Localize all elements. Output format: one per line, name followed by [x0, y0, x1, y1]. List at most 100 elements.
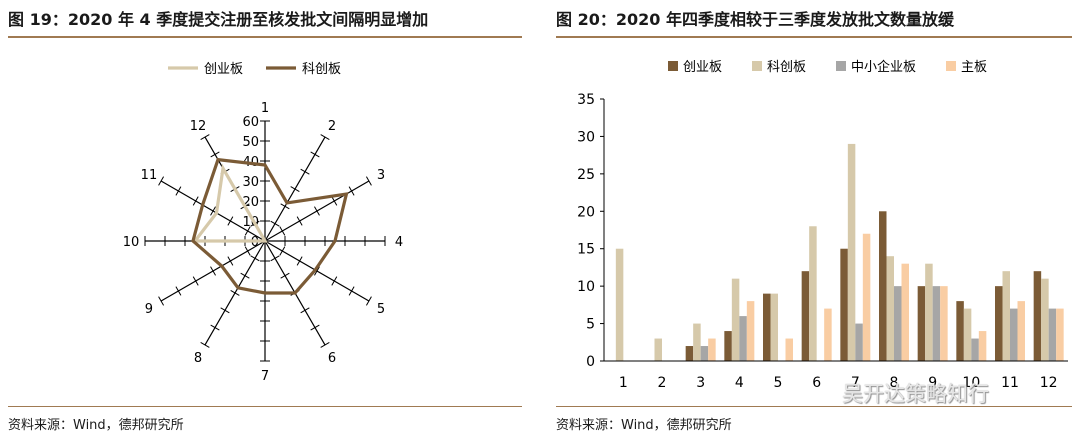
radar-tick-mark	[348, 186, 355, 196]
bar-创业板-5	[763, 293, 771, 361]
bar-主板-4	[746, 301, 755, 361]
right-source-note: 资料来源：Wind，德邦研究所	[556, 418, 732, 433]
radar-tick-mark	[310, 324, 320, 331]
right-source-rule	[556, 406, 1072, 407]
x-tick-label: 1	[619, 375, 628, 391]
bar-科创板-2	[654, 338, 662, 361]
radar-series-科创板	[191, 157, 349, 295]
radar-tick-mark	[314, 266, 320, 276]
radar-category-label: 10	[123, 235, 140, 250]
radar-tick-mark	[296, 216, 303, 226]
radar-series-创业板	[191, 163, 268, 243]
radar-value-tick-label: 60	[242, 115, 259, 130]
bar-科创板-6	[809, 226, 817, 361]
x-tick-label: 3	[696, 375, 705, 391]
bar-中小企业板-7	[855, 323, 863, 361]
legend-label: 中小企业板	[851, 59, 916, 75]
radar-tick-mark	[227, 256, 234, 266]
legend-swatch	[668, 61, 678, 71]
radar-tick-mark	[175, 286, 182, 296]
bar-创业板-9	[917, 286, 926, 361]
radar-tick-mark	[310, 151, 320, 158]
x-tick-label: 12	[1040, 375, 1058, 391]
x-tick-label: 8	[890, 375, 899, 391]
radar-tick-mark	[244, 226, 251, 236]
bar-中小企业板-8	[894, 286, 902, 361]
right-chart-title: 图 20：2020 年四季度相较于三季度发放批文数量放缓	[556, 10, 954, 29]
bar-中小企业板-9	[932, 286, 941, 361]
radar-tick-mark	[210, 206, 216, 216]
legend-label: 主板	[961, 60, 987, 75]
bar-中小企业板-11	[1010, 308, 1018, 361]
radar-tick-mark	[192, 276, 199, 286]
bar-创业板-3	[685, 346, 694, 361]
left-source-rule	[8, 406, 522, 407]
radar-tick-mark	[200, 341, 210, 348]
radar-category-label: 5	[377, 302, 385, 317]
legend-label: 创业板	[204, 62, 243, 77]
bar-科创板-8	[886, 256, 894, 361]
radar-tick-mark	[210, 324, 220, 331]
bar-中小企业板-10	[971, 338, 979, 361]
bar-主板-12	[1056, 308, 1064, 361]
radar-category-label: 6	[328, 351, 336, 366]
bar-创业板-10	[956, 301, 964, 361]
bar-主板-7	[862, 233, 871, 361]
radar-tick-mark	[175, 186, 182, 196]
bar-科创板-10	[963, 308, 972, 361]
bar-创业板-8	[879, 211, 887, 361]
radar-tick-mark	[320, 134, 330, 141]
y-tick-label: 0	[586, 354, 595, 370]
legend-swatch	[946, 61, 956, 71]
radar-tick-mark	[250, 255, 260, 262]
bar-科创板-4	[731, 278, 740, 361]
legend-swatch	[752, 61, 762, 71]
radar-tick-mark	[279, 226, 286, 236]
bar-主板-10	[978, 331, 987, 361]
radar-tick-mark	[158, 296, 165, 306]
radar-tick-mark	[270, 255, 280, 262]
y-tick-label: 10	[577, 279, 595, 295]
radar-tick-mark	[365, 296, 372, 306]
legend-label: 科创板	[302, 62, 341, 77]
bar-主板-11	[1017, 301, 1025, 361]
bar-创业板-12	[1033, 271, 1042, 361]
radar-tick-mark	[210, 151, 220, 158]
bar-科创板-7	[847, 143, 856, 361]
radar-tick-mark	[331, 196, 338, 206]
bar-创业板-4	[724, 331, 732, 361]
radar-tick-mark	[227, 216, 234, 226]
y-tick-label: 30	[577, 129, 595, 145]
left-chart-title: 图 19：2020 年 4 季度提交注册至核发批文间隔明显增加	[8, 10, 429, 29]
radar-tick-mark	[300, 168, 310, 175]
legend-label: 科创板	[767, 60, 806, 75]
y-tick-label: 35	[577, 92, 595, 108]
radar-category-label: 11	[141, 168, 158, 183]
x-tick-label: 11	[1001, 375, 1019, 391]
bar-主板-8	[901, 263, 909, 361]
bar-创业板-11	[995, 286, 1003, 361]
bar-科创板-5	[770, 293, 778, 361]
y-tick-label: 25	[577, 167, 595, 183]
radar-tick-mark	[244, 246, 251, 256]
bar-科创板-9	[925, 263, 933, 361]
radar-tick-mark	[296, 256, 303, 266]
bar-创业板-6	[801, 271, 810, 361]
radar-category-label: 1	[261, 101, 269, 116]
radar-tick-mark	[279, 246, 286, 256]
radar-tick-mark	[240, 272, 250, 279]
left-source-note: 资料来源：Wind，德邦研究所	[8, 418, 184, 433]
radar-tick-mark	[314, 206, 320, 216]
radar-value-tick-label: 30	[242, 175, 259, 190]
radar-tick-mark	[320, 341, 330, 348]
radar-tick-mark	[348, 286, 355, 296]
x-tick-label: 4	[735, 375, 744, 391]
radar-tick-mark	[290, 186, 300, 192]
radar-category-label: 2	[328, 119, 336, 134]
x-tick-label: 7	[851, 375, 860, 391]
x-tick-label: 6	[812, 375, 821, 391]
x-tick-label: 5	[774, 375, 783, 391]
bar-中小企业板-12	[1048, 308, 1057, 361]
